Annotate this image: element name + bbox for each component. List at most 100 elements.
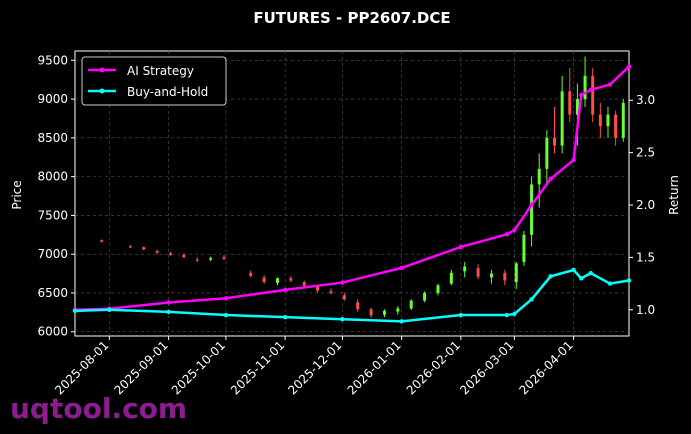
x-tick-label: 2026-03-01 [457,338,516,397]
candle-body [598,114,602,127]
series-marker [107,307,112,313]
candle-body [503,272,507,281]
series-marker [571,267,576,273]
y2-tick-label: 1.5 [636,250,655,264]
series-marker [588,270,593,276]
candle-body [356,302,360,310]
plot-frame [74,50,630,337]
candle-body [583,75,587,100]
y-tick-label: 9000 [37,92,68,106]
series-marker [579,276,584,281]
candle-body [436,285,440,293]
candle-body [560,91,564,146]
legend-label: Buy-and-Hold [127,85,208,99]
series-marker [223,296,229,301]
candle-body [621,102,625,138]
y2-tick-label: 2.0 [636,198,655,212]
series-marker [548,274,553,279]
legend-box [81,56,227,106]
candle-body [530,184,534,235]
candle-body [409,300,413,309]
candle-body [302,282,306,286]
series-marker [166,300,171,305]
candle-body [100,240,104,242]
candle-body [182,254,186,258]
series-marker [458,244,464,250]
y-tick-label: 6000 [37,325,68,339]
candle-body [316,286,320,291]
series-marker [282,314,288,320]
series-marker [504,312,509,318]
x-tick-label: 2025-12-01 [285,338,344,397]
series-marker [340,317,345,322]
series-marker [399,319,404,324]
series-marker [458,312,464,318]
candle-body [369,309,373,316]
candle-body [128,246,132,248]
candle-body [382,310,386,315]
x-tick-label: 2025-09-01 [112,338,171,397]
candle-body [489,273,493,278]
candle-body [522,234,526,262]
candle-body [195,259,199,261]
candle-body [142,247,146,250]
y-tick-label: 8000 [37,170,68,184]
candle-body [396,308,400,312]
watermark: uqtool.com [10,392,187,425]
series-marker [512,227,517,233]
candle-body [423,292,427,301]
legend-label: AI Strategy [127,64,194,78]
y-tick-label: 6500 [37,286,68,300]
series-marker [399,265,404,271]
candle-body [575,99,579,115]
series-marker [223,312,229,318]
x-tick-label: 2026-04-01 [517,338,576,397]
candle-body [591,75,595,115]
candle-body [514,263,518,283]
candle-body [342,295,346,300]
series-marker [504,232,509,237]
series-marker [72,308,78,314]
legend-marker [99,88,105,94]
candle-body [552,137,556,146]
chart-title: FUTURES - PP2607.DCE [253,9,450,27]
candle-body [262,277,266,283]
y-axis-label: Price [10,180,24,209]
series-marker [512,311,517,317]
x-tick-label: 2026-01-01 [345,338,404,397]
series-marker [166,309,171,315]
candle-body [275,278,279,283]
y2-tick-label: 2.5 [636,146,655,160]
series-marker [529,297,534,302]
y-tick-label: 7500 [37,208,68,222]
candle-body [568,91,572,115]
candle-body [329,291,333,293]
y-tick-label: 7000 [37,247,68,261]
series-line [74,268,630,323]
x-tick-label: 2025-08-01 [52,338,111,397]
x-tick-label: 2026-02-01 [404,338,463,397]
candle-body [289,278,293,281]
series-marker [548,176,553,182]
candle-body [209,258,213,260]
series-marker [282,287,288,293]
candle-body [169,253,173,255]
candle-body [249,272,253,276]
candle-body [614,114,618,138]
x-tick-label: 2025-10-01 [169,338,228,397]
candle-body [222,257,226,259]
candle-body [463,266,467,272]
y-tick-label: 8500 [37,131,68,145]
series-marker [607,82,613,87]
series-marker [588,87,593,92]
candle-body [449,272,453,284]
series-marker [340,280,345,285]
legend-marker [99,67,105,73]
y2-tick-label: 3.0 [636,93,655,107]
candle-body [476,268,480,277]
candle-body [545,137,549,169]
candle-body [537,168,541,185]
y-tick-label: 9500 [37,53,68,67]
series-marker [626,278,632,283]
